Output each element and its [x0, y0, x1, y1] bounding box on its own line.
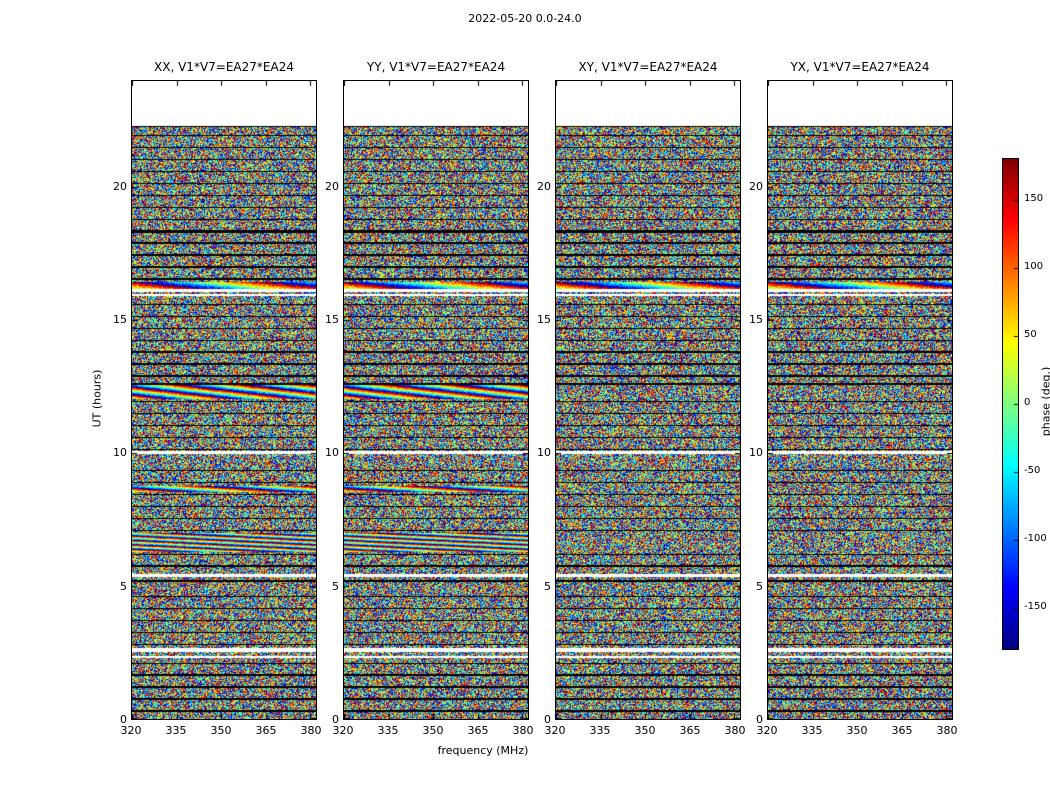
y-tick-label: 15: [325, 313, 339, 326]
x-tick-label: 335: [589, 724, 611, 737]
heatmap-canvas-yx: [768, 81, 952, 719]
panel-xy: XY, V1*V7=EA27*EA24: [555, 60, 741, 720]
y-tick-label: 5: [120, 579, 127, 593]
colorbar-tick-label: 150: [1024, 192, 1044, 204]
x-tick-label: 335: [801, 724, 823, 737]
y-tick-label: 5: [544, 579, 551, 593]
colorbar: [1002, 158, 1019, 650]
x-tick-label: 365: [467, 724, 489, 737]
x-tick-label: 320: [756, 724, 778, 737]
y-tick-label: 15: [537, 313, 551, 326]
heatmap-canvas-xy: [556, 81, 740, 719]
x-tick-label: 380: [512, 724, 534, 737]
panel-yy: YY, V1*V7=EA27*EA24: [343, 60, 529, 720]
x-tick-label: 350: [846, 724, 868, 737]
x-tick-label: 320: [120, 724, 142, 737]
y-tick-label: 0: [544, 713, 551, 726]
x-axis-label: frequency (MHz): [437, 744, 529, 757]
y-tick-label: 10: [113, 446, 127, 460]
y-tick-label: 10: [325, 446, 339, 460]
y-tick-label: 10: [537, 446, 551, 460]
y-tick-label: 0: [332, 713, 339, 726]
heatmap-canvas-xx: [132, 81, 316, 719]
heatmap-canvas-yy: [344, 81, 528, 719]
colorbar-tick-label: 50: [1024, 328, 1037, 340]
x-tick-label: 365: [255, 724, 277, 737]
colorbar-tick-label: 100: [1024, 260, 1044, 272]
colorbar-tick-label: -150: [1024, 601, 1047, 613]
panel-yx: YX, V1*V7=EA27*EA24: [767, 60, 953, 720]
y-axis-label: UT (hours): [90, 369, 104, 428]
colorbar-tick-label: -50: [1024, 465, 1041, 477]
y-tick-label: 0: [756, 713, 763, 726]
x-tick-label: 350: [210, 724, 232, 737]
x-tick-label: 320: [544, 724, 566, 737]
y-tick-label: 20: [537, 179, 551, 193]
colorbar-tick-label: -100: [1024, 533, 1047, 545]
y-tick-label: 20: [325, 179, 339, 193]
x-tick-label: 365: [679, 724, 701, 737]
x-tick-label: 350: [422, 724, 444, 737]
y-tick-label: 5: [756, 579, 763, 593]
y-tick-label: 10: [749, 446, 763, 460]
x-tick-label: 320: [332, 724, 354, 737]
y-tick-label: 15: [749, 313, 763, 326]
x-tick-label: 350: [634, 724, 656, 737]
x-tick-label: 380: [936, 724, 958, 737]
x-tick-label: 335: [165, 724, 187, 737]
y-tick-label: 0: [120, 713, 127, 726]
panel-title-xx: XX, V1*V7=EA27*EA24: [154, 60, 294, 74]
x-tick-label: 380: [300, 724, 322, 737]
figure-title: 2022-05-20 0.0-24.0: [468, 12, 582, 25]
y-tick-label: 5: [332, 579, 339, 593]
panel-title-yx: YX, V1*V7=EA27*EA24: [790, 60, 930, 74]
y-tick-label: 20: [113, 179, 127, 193]
y-tick-label: 15: [113, 313, 127, 326]
panel-title-yy: YY, V1*V7=EA27*EA24: [366, 60, 506, 74]
y-tick-label: 20: [749, 179, 763, 193]
colorbar-tick-label: 0: [1024, 397, 1031, 408]
x-tick-label: 335: [377, 724, 399, 737]
panel-xx: XX, V1*V7=EA27*EA24: [131, 60, 317, 720]
x-tick-label: 365: [891, 724, 913, 737]
x-tick-label: 380: [724, 724, 746, 737]
colorbar-canvas: [1003, 159, 1018, 649]
panel-title-xy: XY, V1*V7=EA27*EA24: [578, 60, 718, 74]
